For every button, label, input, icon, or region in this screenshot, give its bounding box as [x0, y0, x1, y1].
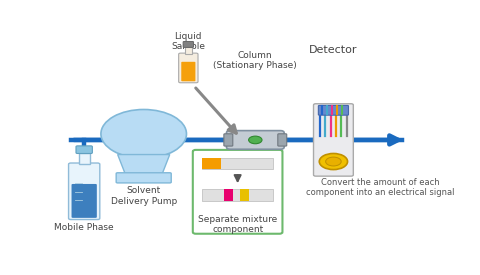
- FancyBboxPatch shape: [278, 134, 287, 146]
- FancyBboxPatch shape: [313, 104, 353, 176]
- Text: Convert the amount of each
component into an electrical signal: Convert the amount of each component int…: [306, 178, 455, 197]
- Bar: [203, 158, 221, 169]
- Text: Mobile Phase: Mobile Phase: [54, 223, 114, 232]
- Bar: [224, 189, 233, 201]
- Text: Column
(Stationary Phase): Column (Stationary Phase): [214, 51, 297, 70]
- FancyBboxPatch shape: [116, 173, 171, 183]
- Circle shape: [249, 136, 262, 144]
- Text: Detector: Detector: [309, 45, 358, 55]
- FancyBboxPatch shape: [227, 131, 284, 149]
- Text: Separate mixture
component: Separate mixture component: [198, 215, 277, 234]
- Circle shape: [325, 157, 341, 166]
- FancyBboxPatch shape: [69, 163, 100, 219]
- Bar: [240, 189, 249, 201]
- FancyBboxPatch shape: [224, 134, 233, 146]
- FancyBboxPatch shape: [183, 42, 193, 47]
- Text: Solvent
Delivery Pump: Solvent Delivery Pump: [110, 186, 177, 206]
- Bar: [79, 153, 90, 164]
- Polygon shape: [118, 155, 170, 174]
- FancyBboxPatch shape: [181, 62, 195, 81]
- Circle shape: [101, 109, 186, 158]
- Bar: [203, 189, 273, 201]
- Circle shape: [319, 153, 348, 170]
- Bar: [203, 158, 273, 169]
- FancyBboxPatch shape: [318, 105, 348, 115]
- Text: Liquid
Sample: Liquid Sample: [171, 32, 205, 51]
- FancyBboxPatch shape: [76, 146, 92, 153]
- FancyBboxPatch shape: [179, 53, 198, 83]
- FancyBboxPatch shape: [72, 184, 97, 218]
- FancyBboxPatch shape: [193, 150, 282, 234]
- Bar: [185, 47, 192, 54]
